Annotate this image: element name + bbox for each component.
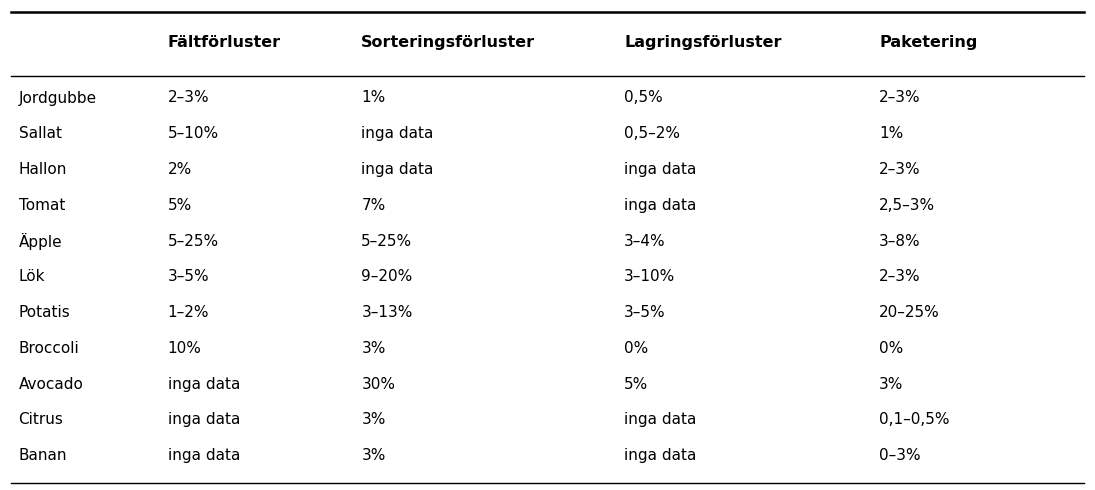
Text: inga data: inga data [168,413,240,427]
Text: Lagringsförluster: Lagringsförluster [624,35,782,49]
Text: 3–5%: 3–5% [168,270,209,284]
Text: Paketering: Paketering [879,35,978,49]
Text: 0%: 0% [624,341,648,356]
Text: inga data: inga data [361,126,434,141]
Text: 5–25%: 5–25% [168,234,219,248]
Text: inga data: inga data [624,413,696,427]
Text: inga data: inga data [624,162,696,177]
Text: 5%: 5% [168,198,192,213]
Text: inga data: inga data [361,162,434,177]
Text: 3%: 3% [879,377,903,392]
Text: 3–5%: 3–5% [624,305,666,320]
Text: Citrus: Citrus [19,413,64,427]
Text: 3–4%: 3–4% [624,234,666,248]
Text: 7%: 7% [361,198,385,213]
Text: 3–13%: 3–13% [361,305,413,320]
Text: Banan: Banan [19,448,67,463]
Text: inga data: inga data [624,448,696,463]
Text: 2%: 2% [168,162,192,177]
Text: Potatis: Potatis [19,305,70,320]
Text: 0%: 0% [879,341,903,356]
Text: 2–3%: 2–3% [879,91,921,105]
Text: 3%: 3% [361,448,385,463]
Text: Sorteringsförluster: Sorteringsförluster [361,35,535,49]
Text: Tomat: Tomat [19,198,65,213]
Text: 30%: 30% [361,377,395,392]
Text: Broccoli: Broccoli [19,341,79,356]
Text: 5–25%: 5–25% [361,234,413,248]
Text: inga data: inga data [624,198,696,213]
Text: Äpple: Äpple [19,233,62,249]
Text: 1–2%: 1–2% [168,305,209,320]
Text: 2–3%: 2–3% [879,270,921,284]
Text: 0,1–0,5%: 0,1–0,5% [879,413,949,427]
Text: 1%: 1% [879,126,903,141]
Text: Hallon: Hallon [19,162,67,177]
Text: 9–20%: 9–20% [361,270,413,284]
Text: Lök: Lök [19,270,45,284]
Text: 3–8%: 3–8% [879,234,921,248]
Text: 20–25%: 20–25% [879,305,940,320]
Text: Jordgubbe: Jordgubbe [19,91,96,105]
Text: 0,5%: 0,5% [624,91,662,105]
Text: Sallat: Sallat [19,126,61,141]
Text: 3%: 3% [361,341,385,356]
Text: Paketering: Paketering [879,35,978,49]
Text: 0,5–2%: 0,5–2% [624,126,680,141]
Text: 5%: 5% [624,377,648,392]
Text: Avocado: Avocado [19,377,83,392]
Text: 3%: 3% [361,413,385,427]
Text: Fältförluster: Fältförluster [168,35,280,49]
Text: inga data: inga data [168,377,240,392]
Text: Lagringsförluster: Lagringsförluster [624,35,782,49]
Text: inga data: inga data [168,448,240,463]
Text: 2–3%: 2–3% [879,162,921,177]
Text: 1%: 1% [361,91,385,105]
Text: 3–10%: 3–10% [624,270,676,284]
Text: Sorteringsförluster: Sorteringsförluster [361,35,535,49]
Text: 0–3%: 0–3% [879,448,921,463]
Text: 10%: 10% [168,341,201,356]
Text: 5–10%: 5–10% [168,126,219,141]
Text: 2–3%: 2–3% [168,91,209,105]
Text: 2,5–3%: 2,5–3% [879,198,935,213]
